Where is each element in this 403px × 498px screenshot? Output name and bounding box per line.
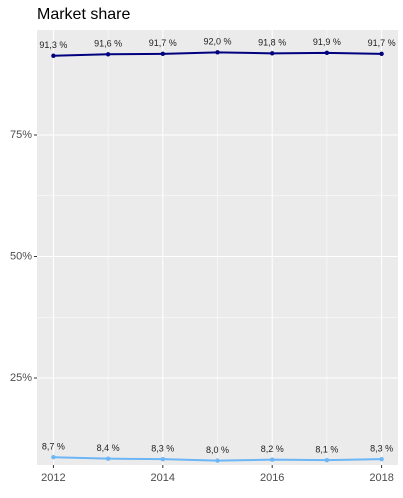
point [269,457,275,462]
data-label: 92,0 % [203,37,231,47]
point [269,51,275,56]
data-label: 91,3 % [39,40,67,50]
x-tick-label: 2012 [41,472,65,484]
y-tick-label: 50% [10,250,32,262]
point [324,50,330,56]
data-label: 91,9 % [313,37,341,47]
point [379,51,384,57]
data-label: 8,0 % [206,445,229,455]
point [379,456,384,462]
point [51,53,56,58]
point [105,456,111,461]
data-label: 8,3 % [370,444,393,454]
data-label: 8,2 % [261,444,284,454]
point [51,455,56,460]
point [105,52,111,57]
data-label: 91,7 % [149,38,177,48]
point [215,50,220,55]
point [160,456,166,462]
x-tick-label: 2016 [260,472,284,484]
data-label: 8,7 % [42,442,65,452]
point [324,457,330,463]
point [160,51,166,57]
data-label: 91,8 % [258,38,286,48]
data-label: 91,7 % [368,38,396,48]
data-label: 91,6 % [94,39,122,49]
y-tick-label: 25% [10,372,32,384]
data-label: 8,1 % [315,445,338,455]
point [215,458,220,463]
x-tick-label: 2018 [369,472,393,484]
data-label: 8,3 % [151,444,174,454]
y-tick-label: 75% [10,129,32,141]
x-tick-label: 2014 [151,472,175,484]
chart-title: Market share [37,6,130,23]
data-label: 8,4 % [97,443,120,453]
